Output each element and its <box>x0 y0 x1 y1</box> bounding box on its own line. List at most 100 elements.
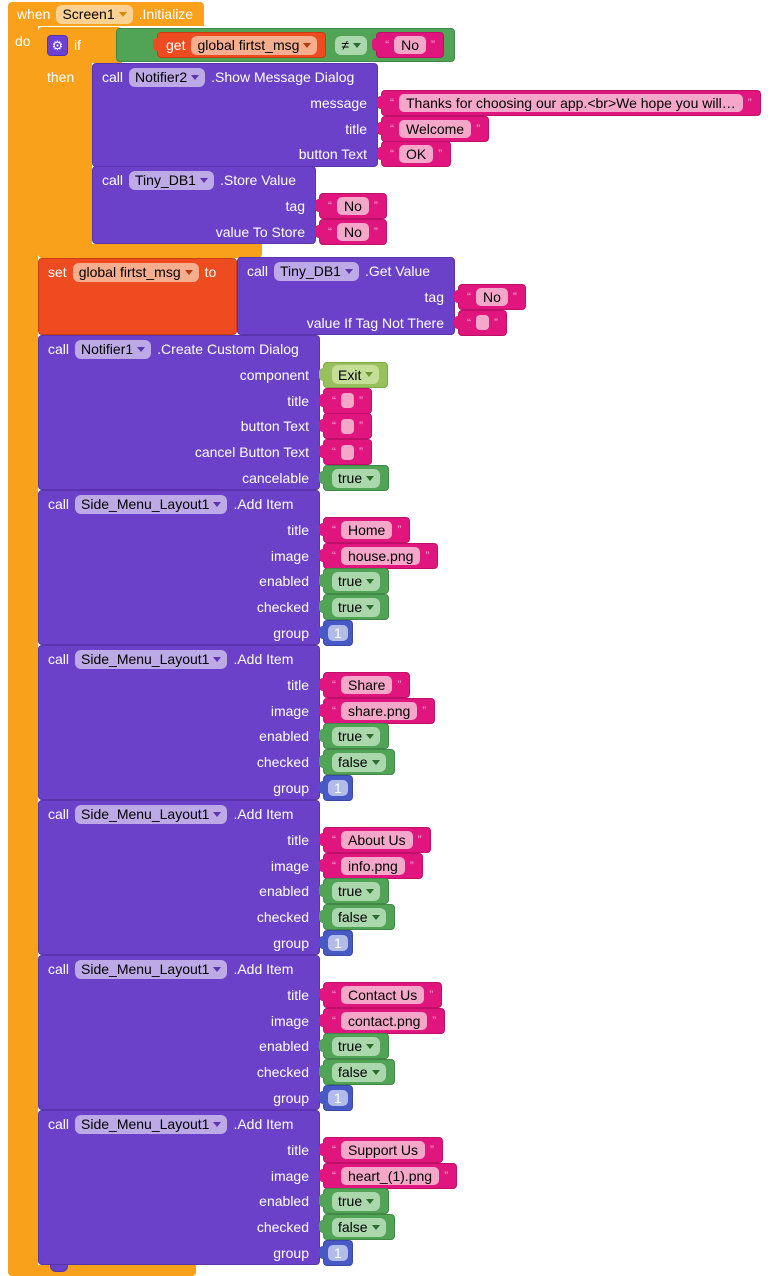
component-value-dropdown[interactable]: Exit <box>332 365 380 385</box>
number-block[interactable]: 1 <box>319 1240 353 1267</box>
text-value[interactable]: Share <box>341 675 393 694</box>
component-dropdown[interactable]: Tiny_DB1 <box>274 261 359 281</box>
logic-dropdown[interactable]: true <box>332 881 381 901</box>
logic-dropdown[interactable]: true <box>332 726 381 746</box>
logic-block[interactable]: true <box>318 878 390 905</box>
variable-dropdown[interactable]: global firtst_msg <box>191 35 318 55</box>
component-value-block[interactable]: Exit <box>318 361 389 388</box>
logic-dropdown[interactable]: false <box>332 1062 386 1082</box>
mutator-gear-icon[interactable]: ⚙ <box>47 34 68 56</box>
component-dropdown[interactable]: Tiny_DB1 <box>129 170 214 190</box>
text-value[interactable]: Home <box>341 520 393 539</box>
component-dropdown[interactable]: Side_Menu_Layout1 <box>75 494 228 514</box>
component-dropdown[interactable]: Side_Menu_Layout1 <box>75 959 228 979</box>
if-block-spine[interactable]: then <box>38 63 92 244</box>
text-value[interactable]: About Us <box>341 830 413 849</box>
number-block[interactable]: 1 <box>319 1085 353 1112</box>
logic-dropdown[interactable]: false <box>332 1217 386 1237</box>
text-block[interactable]: “ About Us ” <box>319 826 431 853</box>
logic-block[interactable]: true <box>318 723 390 750</box>
number-value[interactable]: 1 <box>328 625 348 642</box>
operator-dropdown[interactable]: ≠ <box>335 35 368 55</box>
text-value[interactable] <box>476 315 489 331</box>
component-dropdown[interactable]: Notifier1 <box>75 339 152 359</box>
text-block[interactable]: “ Thanks for choosing our app.<br>We hop… <box>377 89 761 116</box>
logic-compare-block[interactable]: get global firtst_msg ≠ “ No ” <box>116 28 455 62</box>
screen-dropdown[interactable]: Screen1 <box>56 4 133 24</box>
empty-text-block[interactable]: “ ” <box>319 439 372 466</box>
number-value[interactable]: 1 <box>328 1090 348 1107</box>
text-value[interactable]: No <box>394 36 426 54</box>
logic-block[interactable]: false <box>319 749 395 776</box>
text-block[interactable]: “ OK ” <box>376 141 452 168</box>
call-add-item-block[interactable]: call Side_Menu_Layout1 .Add Item title “… <box>38 1110 458 1267</box>
set-variable-block[interactable]: set global firtst_msg to <box>38 258 237 335</box>
text-value[interactable]: No <box>476 287 508 306</box>
component-dropdown[interactable]: Side_Menu_Layout1 <box>75 649 228 669</box>
text-value[interactable]: Thanks for choosing our app.<br>We hope … <box>399 93 743 112</box>
text-block[interactable]: “ Home ” <box>318 516 411 543</box>
number-block[interactable]: 1 <box>319 775 353 802</box>
number-block[interactable]: 1 <box>319 620 353 647</box>
logic-dropdown[interactable]: true <box>332 468 381 488</box>
call-show-message-dialog-block[interactable]: call Notifier2 .Show Message Dialog mess… <box>92 63 761 168</box>
number-block[interactable]: 1 <box>319 930 353 957</box>
logic-block[interactable]: true <box>318 568 390 595</box>
text-block[interactable]: “ heart_(1).png ” <box>318 1162 458 1189</box>
text-block[interactable]: “ Share ” <box>318 671 411 698</box>
if-block-footer[interactable] <box>38 244 262 258</box>
when-block-spine[interactable]: do <box>8 26 38 1265</box>
logic-block[interactable]: true <box>318 1033 390 1060</box>
call-add-item-block[interactable]: call Side_Menu_Layout1 .Add Item title “… <box>38 645 436 802</box>
logic-block[interactable]: false <box>319 904 395 931</box>
if-block-header[interactable]: ⚙ if <box>38 27 122 63</box>
text-value[interactable] <box>341 444 354 460</box>
number-value[interactable]: 1 <box>328 780 348 797</box>
logic-block[interactable]: true <box>318 594 390 621</box>
component-dropdown[interactable]: Side_Menu_Layout1 <box>75 804 228 824</box>
component-dropdown[interactable]: Side_Menu_Layout1 <box>75 1114 228 1134</box>
text-block[interactable]: “ No ” <box>315 192 387 219</box>
text-block[interactable]: “ Support Us ” <box>318 1136 444 1163</box>
text-block[interactable]: “ Welcome ” <box>376 115 490 142</box>
call-add-item-block[interactable]: call Side_Menu_Layout1 .Add Item title “… <box>38 800 431 957</box>
call-add-item-block[interactable]: call Side_Menu_Layout1 .Add Item title “… <box>38 490 439 647</box>
get-variable-block[interactable]: get global firtst_msg <box>152 32 327 58</box>
call-get-value-block[interactable]: call Tiny_DB1 .Get Value tag “ No ” valu… <box>237 257 526 336</box>
text-value[interactable]: Contact Us <box>341 985 425 1004</box>
text-value[interactable]: Welcome <box>399 119 472 138</box>
text-block[interactable]: “ info.png ” <box>319 852 423 879</box>
logic-block[interactable]: true <box>318 1188 390 1215</box>
text-value[interactable]: contact.png <box>341 1011 428 1030</box>
empty-text-block[interactable]: “ ” <box>319 387 372 414</box>
logic-dropdown[interactable]: false <box>332 752 386 772</box>
logic-dropdown[interactable]: true <box>332 1036 381 1056</box>
text-value[interactable]: heart_(1).png <box>341 1166 440 1185</box>
text-value[interactable]: house.png <box>341 546 421 565</box>
text-value[interactable] <box>341 393 354 409</box>
component-dropdown[interactable]: Notifier2 <box>129 67 206 87</box>
empty-text-block[interactable]: “ ” <box>454 309 507 336</box>
logic-dropdown[interactable]: true <box>332 571 381 591</box>
text-block[interactable]: “ contact.png ” <box>318 1007 446 1034</box>
text-block[interactable]: “ No ” <box>315 218 387 245</box>
text-value[interactable]: share.png <box>341 701 418 720</box>
logic-dropdown[interactable]: true <box>332 597 381 617</box>
number-value[interactable]: 1 <box>328 1245 348 1262</box>
number-value[interactable]: 1 <box>328 935 348 952</box>
text-block[interactable]: “ No ” <box>454 283 526 310</box>
text-block[interactable]: “ share.png ” <box>318 697 436 724</box>
text-block[interactable]: “ No ” <box>372 32 444 58</box>
variable-dropdown[interactable]: global firtst_msg <box>72 262 199 282</box>
text-value[interactable]: Support Us <box>341 1140 426 1159</box>
text-value[interactable]: No <box>337 196 369 215</box>
text-value[interactable] <box>341 418 354 434</box>
text-value[interactable]: OK <box>399 145 434 164</box>
logic-dropdown[interactable]: true <box>332 1191 381 1211</box>
call-store-value-block[interactable]: call Tiny_DB1 .Store Value tag “ No ” va… <box>92 166 387 245</box>
when-event-header[interactable]: when Screen1 .Initialize <box>8 2 204 26</box>
logic-block[interactable]: false <box>319 1059 395 1086</box>
call-add-item-block[interactable]: call Side_Menu_Layout1 .Add Item title “… <box>38 955 446 1112</box>
when-block-footer[interactable] <box>8 1265 196 1276</box>
text-block[interactable]: “ Contact Us ” <box>318 981 443 1008</box>
